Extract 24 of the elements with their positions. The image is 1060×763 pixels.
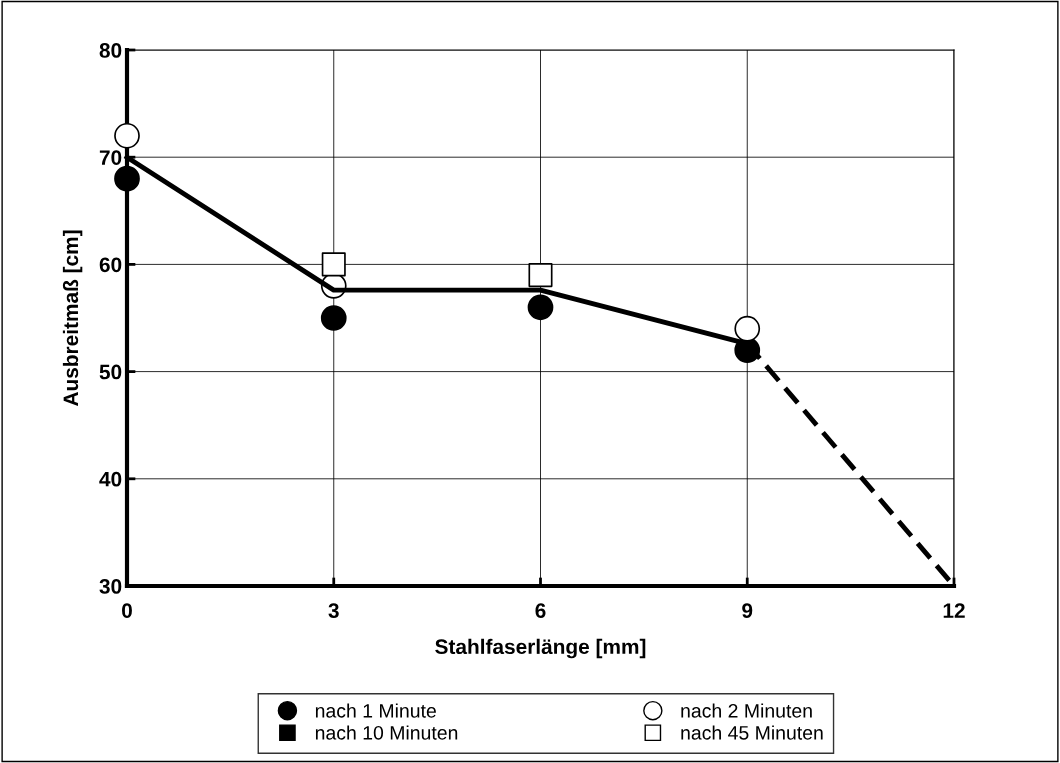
point (734, 315, 761, 342)
y-tick-label: 70 (99, 150, 122, 165)
y-tick-label: 60 (99, 257, 122, 273)
x-tick-label: 3 (328, 603, 339, 618)
point (321, 252, 346, 277)
point (114, 122, 140, 149)
point (320, 305, 347, 331)
legend-label: nach 2 Minuten (681, 703, 812, 718)
legend-label: nach 1 Minute (315, 703, 436, 718)
point (114, 165, 140, 192)
y-axis-title: Ausbreitmaß [cm] (62, 230, 83, 407)
y-tick-label: 50 (99, 364, 122, 380)
legend-label: nach 10 Minuten (315, 725, 458, 740)
x-tick-label: 0 (122, 603, 132, 618)
x-tick-label: 9 (742, 603, 753, 618)
x-axis-title: Stahlfaserlänge [mm] (435, 638, 646, 659)
legend-label: nach 45 Minuten (681, 725, 823, 740)
point (528, 263, 553, 288)
y-tick-label: 40 (99, 471, 122, 487)
x-tick-label: 12 (943, 603, 965, 618)
y-tick-label: 80 (99, 43, 122, 58)
point (527, 294, 554, 321)
x-tick-label: 6 (535, 603, 546, 618)
y-tick-label: 30 (99, 579, 122, 594)
